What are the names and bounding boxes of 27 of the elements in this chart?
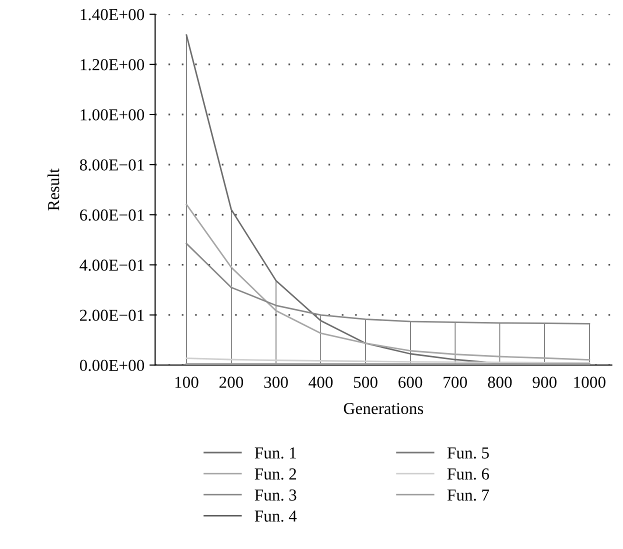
y-tick-label: 8.00E−01 — [80, 159, 144, 171]
legend-label: Fun. 1 — [254, 447, 296, 459]
x-tick-label: 1000 — [574, 376, 606, 388]
x-tick-label: 700 — [444, 376, 467, 388]
y-tick-label: 4.00E−01 — [80, 260, 144, 271]
x-tick-label: 800 — [488, 376, 512, 388]
legend-label: Fun. 4 — [254, 510, 297, 522]
legend-label: Fun. 5 — [447, 447, 489, 459]
x-tick-label: 300 — [264, 376, 288, 388]
legend-label: Fun. 7 — [447, 490, 490, 501]
x-axis-title: Generations — [344, 402, 424, 414]
y-tick-label: 6.00E−01 — [80, 209, 144, 221]
legend-label: Fun. 2 — [254, 468, 296, 480]
y-tick-label: 1.20E+00 — [80, 59, 144, 70]
y-tick-label: 1.00E+00 — [80, 109, 144, 121]
x-tick-label: 100 — [175, 376, 198, 388]
y-tick-label: 0.00E+00 — [80, 360, 144, 372]
x-tick-label: 200 — [219, 376, 244, 388]
x-tick-label: 400 — [308, 376, 333, 388]
x-tick-label: 900 — [532, 376, 556, 388]
x-tick-label: 600 — [398, 376, 422, 388]
y-axis-title: Result — [48, 168, 60, 210]
x-tick-label: 500 — [354, 376, 378, 388]
y-tick-label: 2.00E−01 — [80, 310, 144, 321]
legend-label: Fun. 6 — [447, 468, 490, 480]
legend-label: Fun. 3 — [254, 489, 296, 501]
y-tick-label: 1.40E+00 — [80, 8, 144, 20]
